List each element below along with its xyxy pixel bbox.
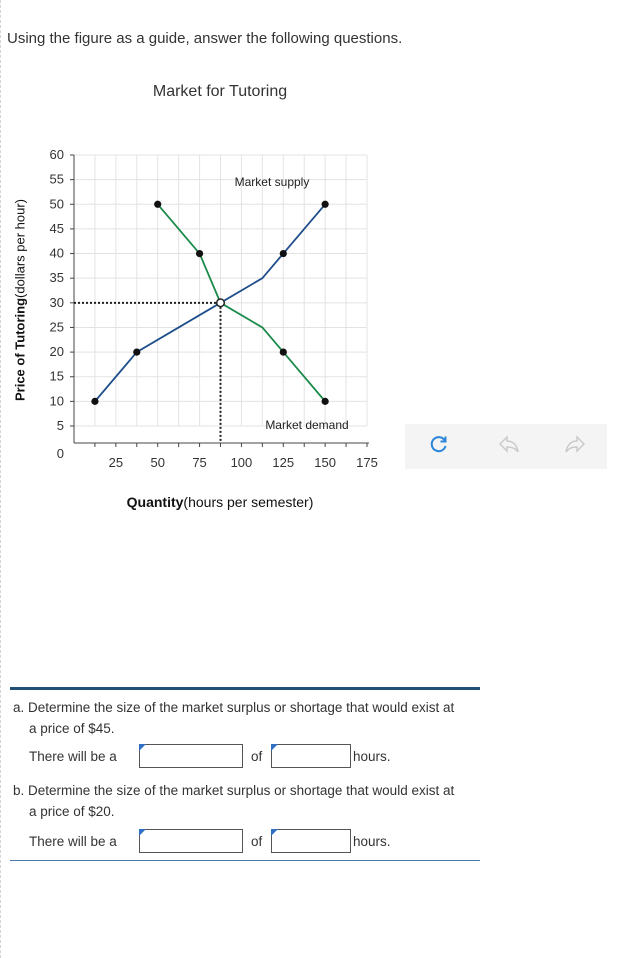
x-tick-label: 100 xyxy=(231,455,253,470)
x-axis-label: Quantity(hours per semester) xyxy=(90,494,350,510)
market-demand-point[interactable] xyxy=(321,397,329,405)
y-tick-label: 30 xyxy=(50,295,64,310)
chart-title: Market for Tutoring xyxy=(152,83,288,100)
x-tick-label: 50 xyxy=(150,455,164,470)
market-supply-point[interactable] xyxy=(321,200,329,208)
question-b-lead: There will be a xyxy=(29,834,117,849)
market-supply-point[interactable] xyxy=(279,249,287,258)
market-supply-curve[interactable] xyxy=(94,203,326,402)
y-tick-label: 60 xyxy=(50,147,64,162)
equilibrium-guides xyxy=(74,301,222,443)
question-a-lead: There will be a xyxy=(29,749,117,764)
chart-series[interactable] xyxy=(91,200,329,405)
market-demand-label: Market demand xyxy=(265,418,348,432)
question-a-of: of xyxy=(251,749,263,764)
left-border xyxy=(0,0,1,958)
question-a-line1: a. Determine the size of the market surp… xyxy=(13,700,455,715)
questions-top-divider xyxy=(10,687,480,690)
market-supply-point[interactable] xyxy=(133,348,141,356)
y-tick-label: 35 xyxy=(50,270,64,285)
y-tick-label: 55 xyxy=(50,172,64,187)
redo-button[interactable] xyxy=(555,424,595,469)
x-tick-label: 175 xyxy=(356,455,378,470)
market-demand-curve[interactable] xyxy=(157,203,326,402)
question-b-type-input[interactable] xyxy=(139,829,243,853)
question-b-hours: hours. xyxy=(353,834,391,849)
reset-button[interactable] xyxy=(419,424,459,469)
question-b-prompt: b. Determine the size of the market surp… xyxy=(13,780,473,822)
y-tick-label: 15 xyxy=(50,369,64,384)
question-a-type-input[interactable] xyxy=(139,744,243,768)
y-tick-label: 40 xyxy=(50,246,64,261)
refresh-icon xyxy=(429,434,449,459)
chart-grid xyxy=(74,154,368,427)
y-tick-label: 50 xyxy=(50,196,64,211)
undo-button[interactable] xyxy=(489,424,529,469)
x-tick-label: 150 xyxy=(314,455,336,470)
y-tick-label: 10 xyxy=(50,393,64,408)
y-tick-label: 20 xyxy=(50,344,64,359)
market-demand-point[interactable] xyxy=(154,200,162,208)
x-tick-label: 125 xyxy=(272,455,294,470)
x-axis-label-bold: Quantity xyxy=(126,494,184,510)
question-b-amount-input[interactable] xyxy=(271,829,351,853)
x-axis-label-units: (hours per semester) xyxy=(183,494,314,510)
market-demand-point[interactable] xyxy=(195,249,204,258)
instruction-text: Using the figure as a guide, answer the … xyxy=(7,30,403,47)
questions-bottom-divider xyxy=(10,860,480,861)
y-tick-label: 5 xyxy=(57,418,64,433)
chart-axes: 0 5 10 15 20 25 30 35 40 45 50 55 60 25 50 75 100 125 150 1… xyxy=(50,147,378,470)
y-tick-label: 0 xyxy=(57,446,64,461)
chart-labels: Market supply Market demand xyxy=(235,175,349,432)
y-tick-label: 25 xyxy=(50,319,64,334)
market-supply-label: Market supply xyxy=(235,175,310,189)
question-a-hours: hours. xyxy=(353,749,391,764)
question-a-prompt: a. Determine the size of the market surp… xyxy=(13,697,473,739)
market-supply-point[interactable] xyxy=(91,397,99,405)
y-tick-label: 45 xyxy=(50,221,64,236)
question-b-line2: a price of $20. xyxy=(29,804,115,819)
question-b-line1: b. Determine the size of the market surp… xyxy=(13,783,455,798)
x-tick-label: 25 xyxy=(109,455,123,470)
equilibrium-point[interactable] xyxy=(215,298,226,308)
question-b-of: of xyxy=(251,834,263,849)
market-demand-point[interactable] xyxy=(279,348,287,356)
graph-toolbar xyxy=(405,424,607,469)
question-a-amount-input[interactable] xyxy=(271,744,351,768)
market-chart[interactable]: 0 5 10 15 20 25 30 35 40 45 50 55 60 25 50 75 100 125 150 1… xyxy=(0,0,623,480)
undo-icon xyxy=(498,434,520,459)
x-tick-label: 75 xyxy=(192,455,206,470)
question-a-line2: a price of $45. xyxy=(29,721,115,736)
redo-icon xyxy=(564,434,586,459)
